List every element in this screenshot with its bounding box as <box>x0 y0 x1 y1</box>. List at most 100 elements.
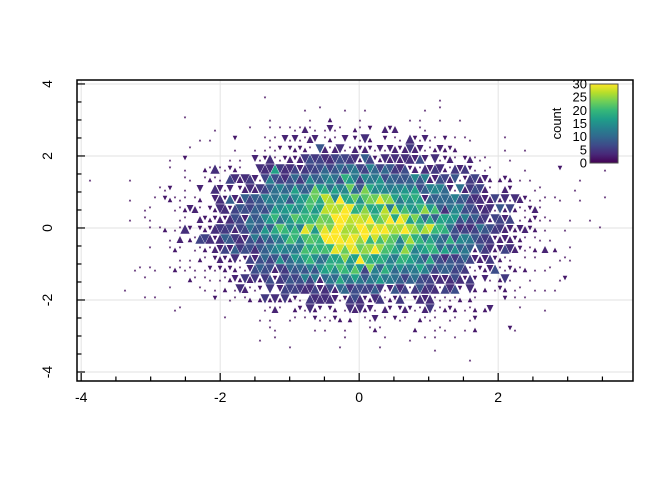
bin-triangle <box>425 264 435 274</box>
bin-triangle <box>187 237 193 243</box>
bin-triangle <box>245 194 255 204</box>
bin-triangle <box>300 234 310 244</box>
bin-triangle <box>433 336 437 339</box>
bin-triangle <box>285 244 295 254</box>
bin-triangle <box>362 307 368 313</box>
bin-triangle <box>453 296 457 299</box>
bin-triangle <box>450 164 460 174</box>
bin-triangle <box>450 254 460 264</box>
bin-triangle <box>503 256 507 259</box>
bin-triangle <box>263 136 267 139</box>
y-tick-label: 4 <box>39 80 55 88</box>
bin-triangle <box>320 204 330 214</box>
bin-triangle <box>168 286 172 289</box>
bin-triangle <box>382 135 388 141</box>
bin-triangle <box>385 234 395 244</box>
bin-triangle <box>523 149 527 152</box>
bin-triangle <box>212 255 218 261</box>
bin-triangle <box>400 264 410 274</box>
bin-triangle <box>310 194 320 204</box>
bin-triangle <box>300 154 310 164</box>
bin-triangle <box>381 306 389 313</box>
bin-triangle <box>238 166 242 169</box>
bin-triangle <box>386 145 394 152</box>
bin-triangle <box>365 174 375 184</box>
bin-triangle <box>453 136 457 139</box>
bin-triangle <box>173 196 177 199</box>
bin-triangle <box>295 194 305 204</box>
bin-triangle <box>418 166 422 169</box>
bin-triangle <box>558 279 562 282</box>
bin-triangle <box>345 294 355 304</box>
bin-triangle <box>420 264 430 274</box>
bin-triangle <box>470 204 480 214</box>
bin-triangle <box>275 254 285 264</box>
bin-triangle <box>268 319 272 322</box>
bin-triangle <box>372 327 378 333</box>
bin-triangle <box>513 296 517 299</box>
bin-triangle <box>315 144 325 154</box>
bin-triangle <box>395 264 405 274</box>
bin-triangle <box>207 205 213 211</box>
bin-triangle <box>220 234 230 244</box>
bin-triangle <box>183 116 187 119</box>
bin-triangle <box>300 164 310 174</box>
bin-triangle <box>263 309 267 312</box>
bin-triangle <box>235 234 245 244</box>
bin-triangle <box>330 184 340 194</box>
bin-triangle <box>355 184 365 194</box>
bin-triangle <box>380 274 390 284</box>
bin-triangle <box>523 249 527 252</box>
bin-triangle <box>245 254 255 264</box>
bin-triangle <box>455 264 465 274</box>
bin-triangle <box>400 274 410 284</box>
bin-triangle <box>351 306 359 313</box>
bin-triangle <box>320 184 330 194</box>
bin-triangle <box>232 267 238 273</box>
bin-triangle <box>532 215 538 221</box>
bin-triangle <box>277 145 283 151</box>
bin-triangle <box>365 224 375 234</box>
bin-triangle <box>360 154 370 164</box>
bin-triangle <box>458 119 462 122</box>
bin-triangle <box>285 204 295 214</box>
bin-triangle <box>338 299 342 302</box>
bin-triangle <box>541 246 549 253</box>
bin-triangle <box>360 194 370 204</box>
bin-triangle <box>430 264 440 274</box>
bin-triangle <box>315 264 325 274</box>
bin-triangle <box>415 234 425 244</box>
bin-triangle <box>360 244 370 254</box>
bin-triangle <box>408 286 412 289</box>
bin-triangle <box>350 184 360 194</box>
bin-triangle <box>378 346 382 349</box>
bin-triangle <box>357 145 363 151</box>
bin-triangle <box>295 204 305 214</box>
bin-triangle <box>433 136 437 139</box>
bin-triangle <box>255 254 265 264</box>
bin-triangle <box>305 224 315 234</box>
bin-triangle <box>425 184 435 194</box>
bin-triangle <box>273 149 277 152</box>
bin-triangle <box>532 227 538 233</box>
bin-triangle <box>320 264 330 274</box>
bin-triangle <box>435 214 445 224</box>
bin-triangle <box>275 204 285 214</box>
bin-triangle <box>433 309 437 312</box>
bin-triangle <box>233 289 237 292</box>
bin-triangle <box>230 204 240 214</box>
bin-triangle <box>465 214 475 224</box>
bin-triangle <box>338 126 342 129</box>
bin-triangle <box>533 289 537 292</box>
bin-triangle <box>375 194 385 204</box>
bin-triangle <box>168 159 172 162</box>
bin-triangle <box>237 185 243 191</box>
bin-triangle <box>335 264 345 274</box>
bin-triangle <box>225 234 235 244</box>
bin-triangle <box>401 146 409 153</box>
bin-triangle <box>516 196 524 203</box>
bin-triangle <box>438 299 442 302</box>
bin-triangle <box>407 165 413 171</box>
bin-triangle <box>226 185 234 192</box>
bin-triangle <box>335 154 345 164</box>
